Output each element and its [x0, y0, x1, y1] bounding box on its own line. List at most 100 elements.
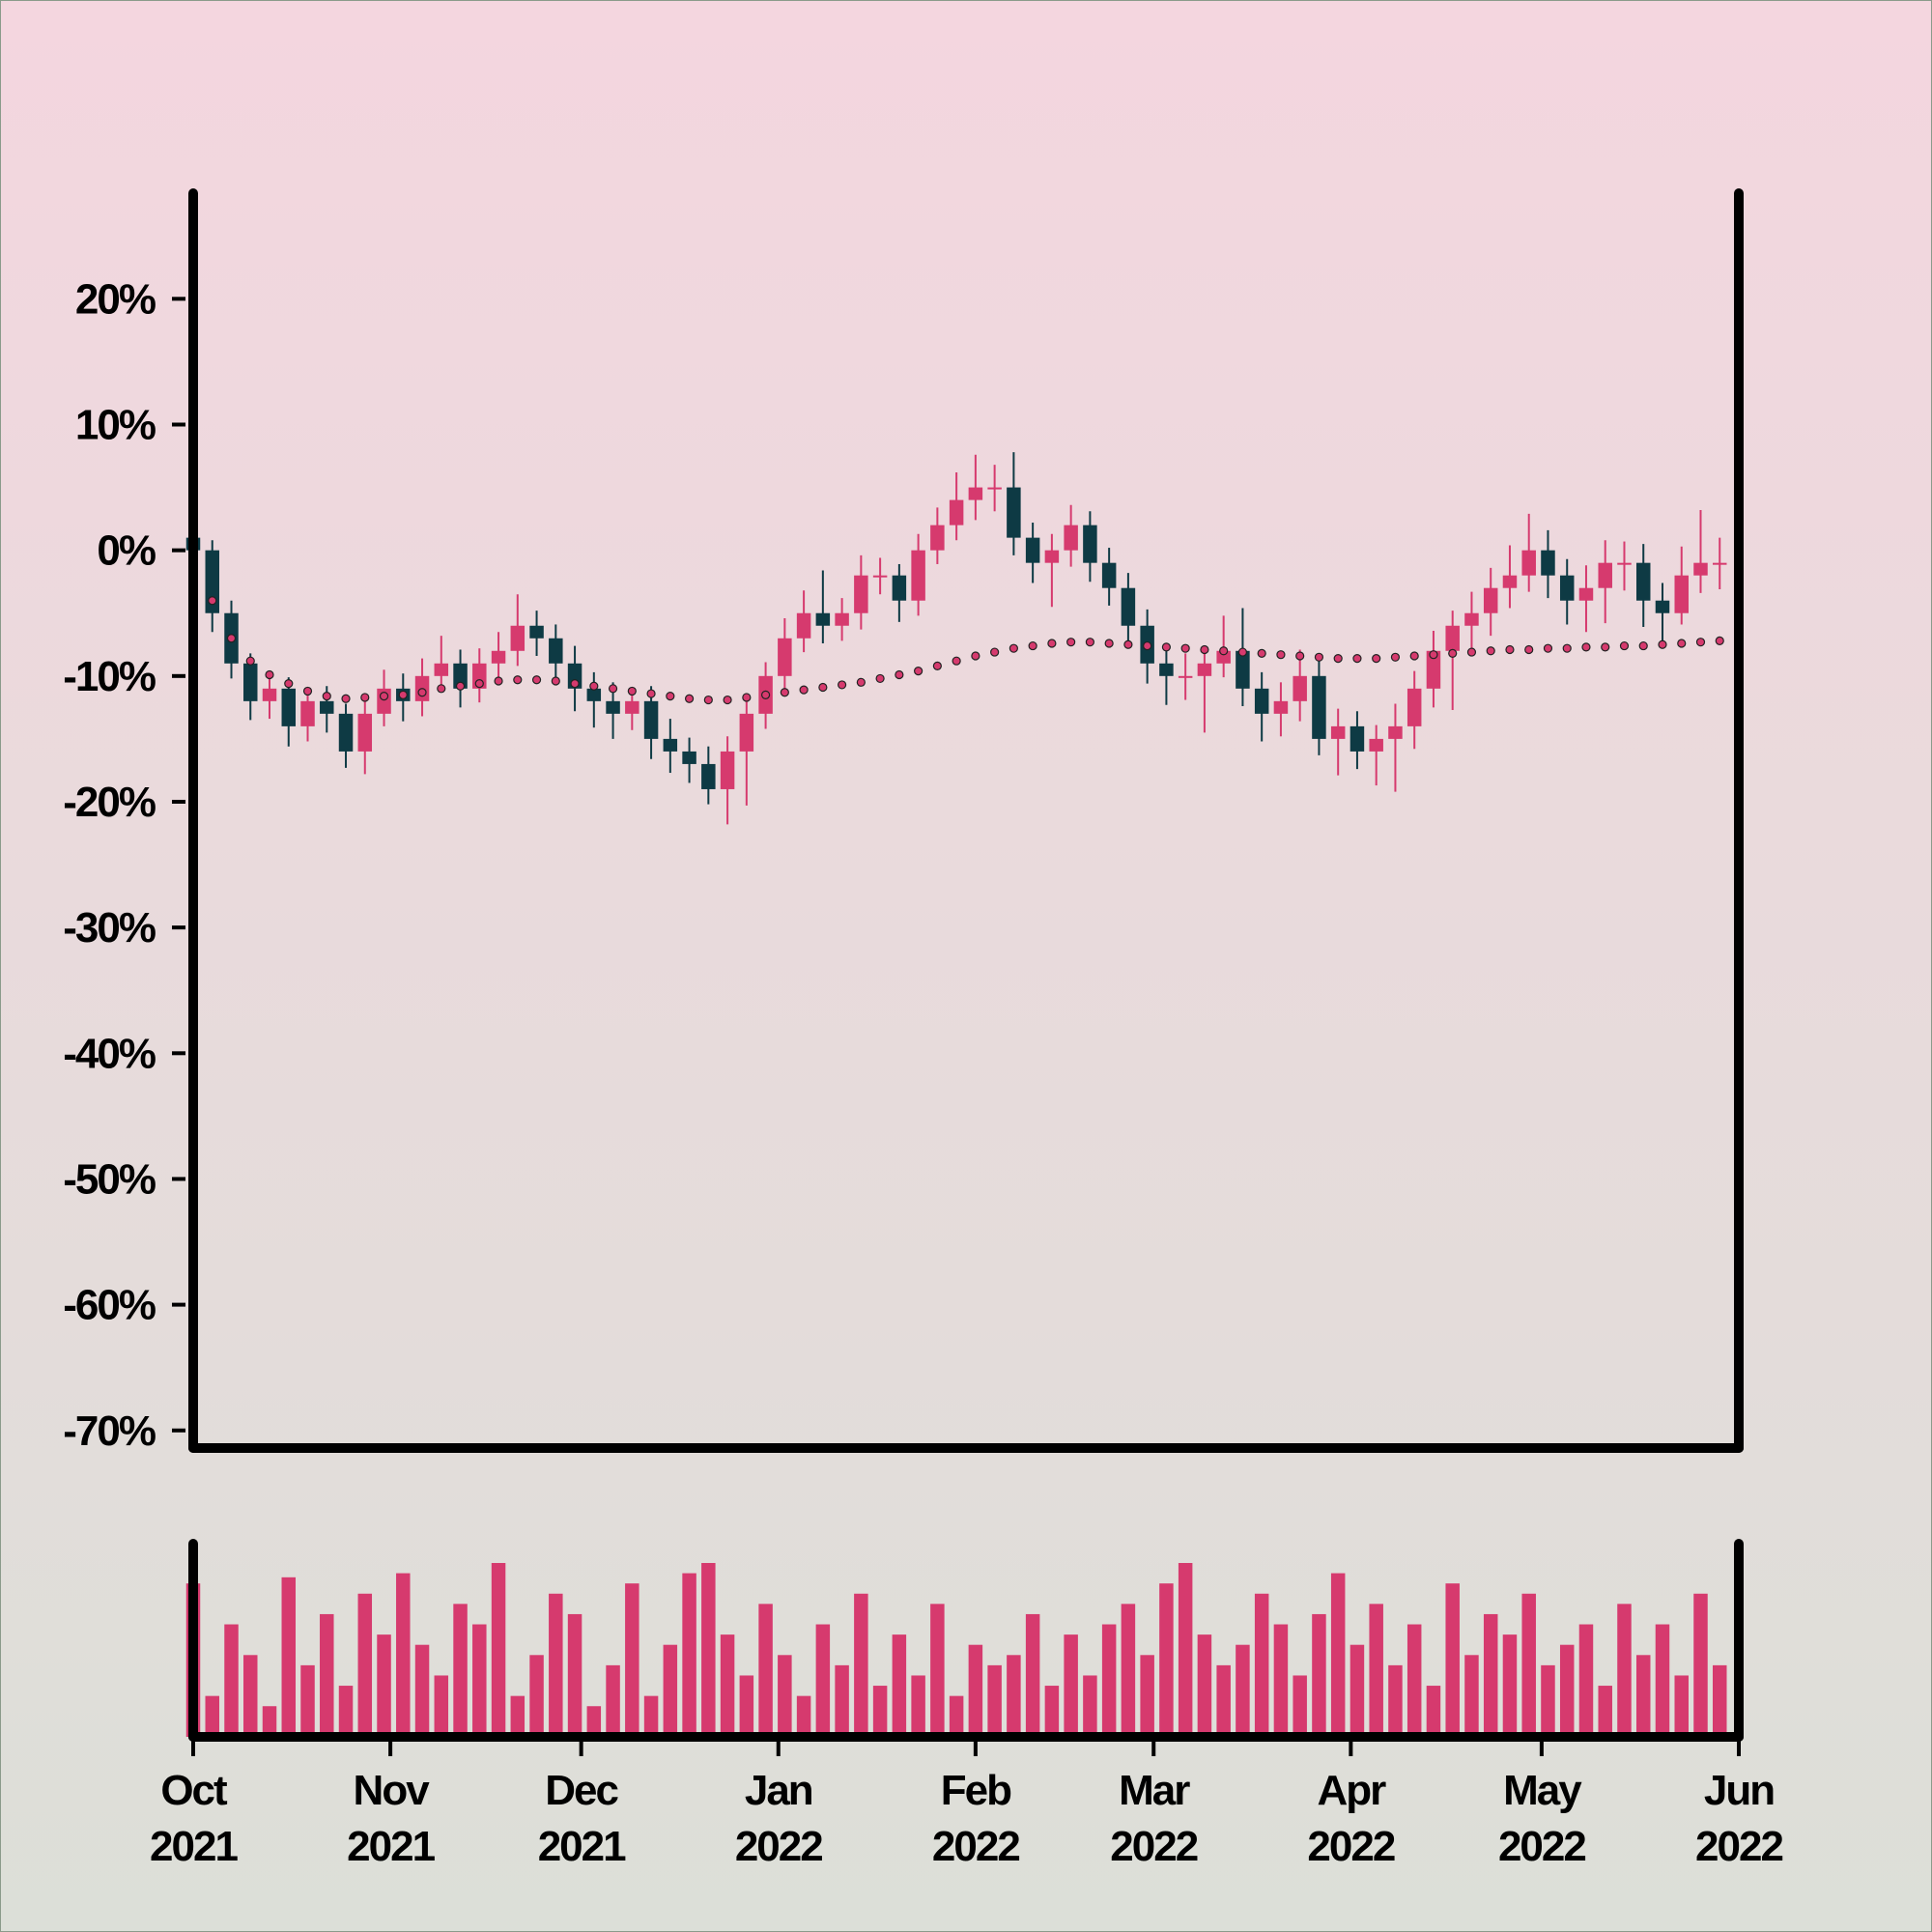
candle-body: [701, 763, 716, 789]
volume-bar: [1064, 1634, 1078, 1737]
ma-dot: [302, 686, 313, 696]
volume-bar: [1101, 1624, 1117, 1737]
volume-bar: [1273, 1624, 1289, 1737]
y-tick-label: -30%: [63, 904, 156, 952]
x-tick-label: Nov 2021: [347, 1767, 435, 1870]
ma-dot: [1695, 638, 1706, 647]
volume-bar: [1121, 1604, 1136, 1737]
volume-bar: [987, 1664, 1002, 1737]
ma-dot: [589, 681, 599, 691]
ma-dot: [1409, 651, 1419, 661]
volume-bar: [949, 1695, 964, 1737]
ma-dot: [1390, 652, 1401, 662]
ma-dot: [1466, 647, 1477, 657]
x-tick-label: Dec 2021: [538, 1767, 626, 1870]
ma-dot: [437, 684, 446, 694]
volume-bar: [377, 1634, 391, 1737]
candle-body: [1350, 725, 1365, 752]
volume-bar: [1713, 1664, 1727, 1737]
volume-bar: [606, 1664, 620, 1737]
ma-dot: [742, 693, 752, 702]
ma-dot: [1047, 639, 1057, 648]
volume-bar: [815, 1624, 831, 1737]
ma-dot: [780, 688, 789, 697]
ma-dot: [1219, 646, 1229, 656]
ma-dot: [1524, 644, 1534, 655]
candle-body: [1502, 575, 1518, 588]
candle-body: [1617, 562, 1632, 565]
ma-dot: [1601, 642, 1610, 652]
candle-body: [1426, 650, 1441, 689]
ma-dot: [608, 684, 618, 694]
ma-dot: [1295, 651, 1305, 661]
candle-body: [1236, 650, 1250, 689]
volume-bar: [682, 1573, 696, 1737]
candle-body: [1713, 562, 1727, 565]
candle-body: [357, 713, 373, 752]
ma-dot: [1028, 640, 1037, 651]
candle-body: [1655, 600, 1670, 613]
volume-bar: [1007, 1655, 1021, 1737]
candle-body: [663, 738, 678, 752]
candle-body: [1674, 575, 1689, 613]
ma-dot: [1352, 653, 1362, 664]
ma-dot: [838, 680, 847, 690]
candle-body: [300, 700, 315, 726]
candle-body: [453, 663, 468, 689]
ma-dot: [1180, 643, 1190, 653]
ma-dot: [245, 656, 255, 666]
volume-bar: [320, 1613, 334, 1737]
ma-dot: [494, 676, 503, 686]
volume-bar: [281, 1577, 297, 1737]
candle-body: [1521, 550, 1536, 576]
volume-bar: [262, 1706, 277, 1737]
candle-body: [1064, 525, 1078, 551]
volume-bar: [663, 1644, 678, 1737]
candle-body: [1406, 688, 1422, 726]
candle-body: [243, 663, 258, 701]
ma-dot: [952, 656, 961, 666]
ma-dot: [1715, 636, 1724, 645]
candle-body: [1101, 562, 1117, 588]
candle-body: [1178, 675, 1193, 678]
ma-dot: [1429, 650, 1438, 660]
candle-body: [778, 638, 792, 676]
y-tick-label: 20%: [75, 275, 156, 323]
candle-body: [872, 575, 888, 578]
volume-bar: [758, 1604, 773, 1737]
candle-body: [1044, 550, 1060, 563]
candle-body: [1541, 550, 1555, 576]
ma-dot: [1619, 640, 1630, 651]
volume-bar: [396, 1573, 411, 1737]
ma-dot: [1143, 640, 1152, 651]
candle-body: [1330, 725, 1346, 739]
volume-bar: [1330, 1573, 1346, 1737]
ma-dot: [1448, 648, 1458, 658]
ma-dot: [570, 679, 580, 689]
ma-dot: [1085, 638, 1094, 647]
x-tick-label: Oct 2021: [150, 1767, 238, 1870]
volume-bar: [224, 1624, 239, 1737]
volume-bar: [1693, 1593, 1708, 1737]
volume-bar: [1464, 1655, 1479, 1737]
candle-body: [1121, 587, 1136, 626]
ma-dot: [1505, 644, 1515, 655]
ma-dot: [1372, 653, 1381, 664]
volume-bar: [1044, 1686, 1060, 1737]
candle-body: [262, 688, 277, 701]
volume-bar: [300, 1664, 315, 1737]
volume-bar: [739, 1675, 754, 1737]
volume-bar: [1178, 1563, 1193, 1737]
volume-bar: [1674, 1675, 1689, 1737]
volume-bar: [1445, 1583, 1460, 1737]
x-tick-label: May 2022: [1498, 1767, 1585, 1870]
candle-body: [1464, 612, 1479, 626]
candle-body: [987, 487, 1002, 490]
volume-bar: [434, 1675, 449, 1737]
ma-dot: [379, 692, 389, 701]
y-tick-label: -70%: [63, 1407, 156, 1455]
candle-body: [643, 700, 659, 739]
candle-body: [835, 612, 849, 626]
y-tick-label: -10%: [63, 653, 156, 700]
